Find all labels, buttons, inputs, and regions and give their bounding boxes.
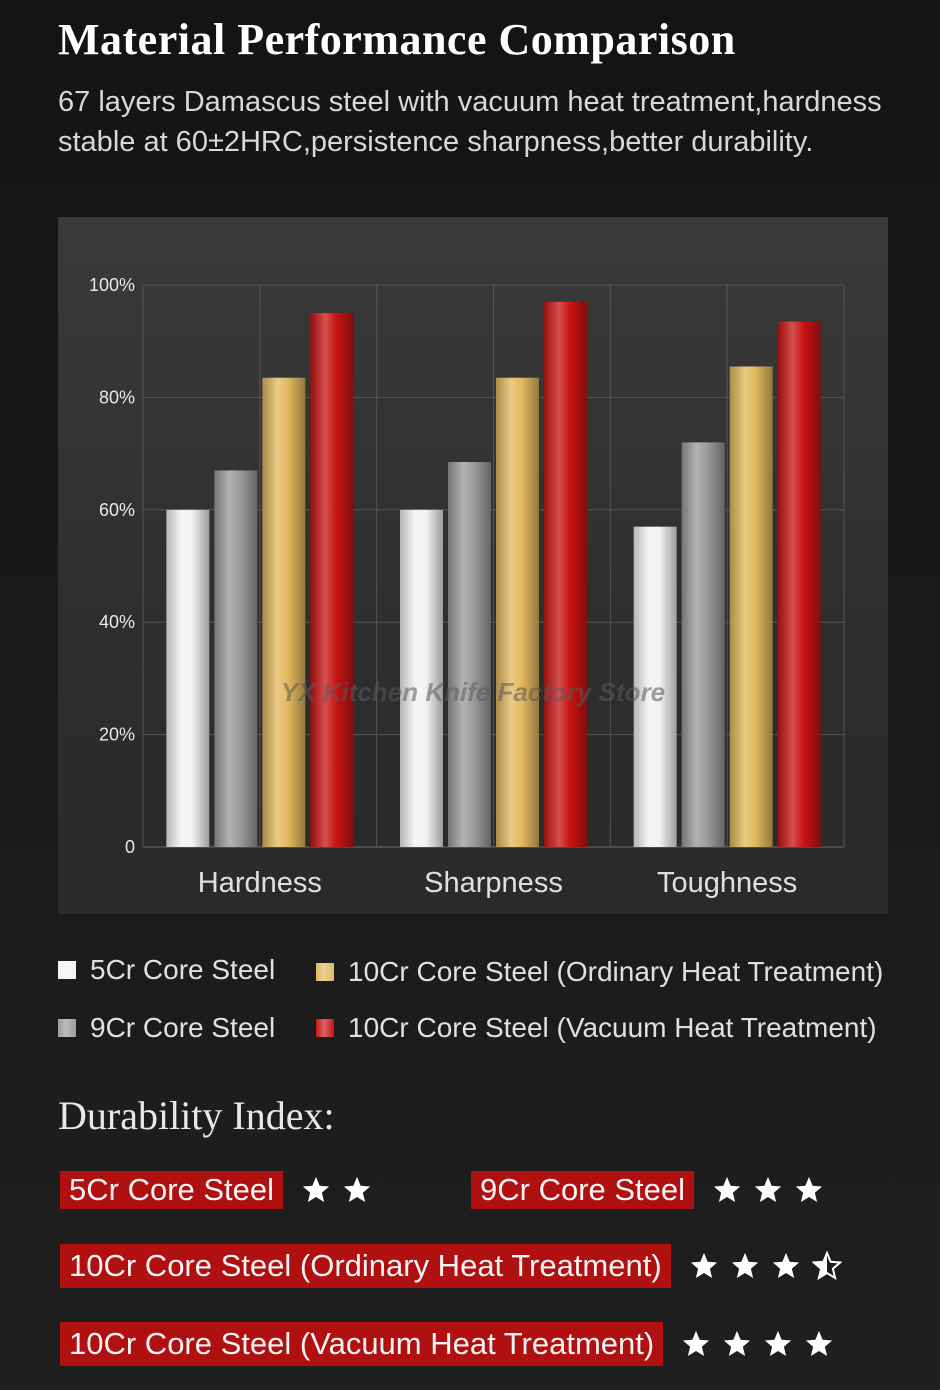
legend-swatch (58, 1019, 76, 1037)
star-rating (681, 1329, 845, 1359)
page-title: Material Performance Comparison (58, 15, 736, 64)
durability-label: 9Cr Core Steel (471, 1171, 695, 1209)
bar-toughness-1 (681, 442, 725, 847)
star-icon (731, 1252, 758, 1278)
bar-toughness-2 (729, 366, 773, 847)
durability-row-10cr-vacuum: 10Cr Core Steel (Vacuum Heat Treatment) (60, 1322, 845, 1366)
legend-item-10cr-ordinary: 10Cr Core Steel (Ordinary Heat Treatment… (316, 956, 883, 988)
star-icon (765, 1330, 792, 1356)
chart-panel: 0 20% 40% 60% 80% 100% Hardness Sharpness Toughn… (58, 217, 888, 914)
bar-toughness-0 (633, 526, 677, 847)
y-tick-label: 60% (99, 500, 135, 520)
legend-swatch (316, 1019, 334, 1037)
bar-hardness-1 (214, 470, 258, 847)
star-icon (343, 1176, 371, 1202)
bar-sharpness-0 (400, 509, 443, 847)
legend-label: 10Cr Core Steel (Vacuum Heat Treatment) (348, 1012, 877, 1043)
star-icon (302, 1176, 330, 1202)
bar-chart: 0 20% 40% 60% 80% 100% Hardness Sharpness Toughn… (89, 275, 845, 899)
legend-label: 10Cr Core Steel (Ordinary Heat Treatment… (348, 956, 884, 987)
bar-hardness-0 (166, 509, 210, 847)
star-icon (795, 1176, 823, 1202)
watermark: YX Kitchen Knife Factory Store (281, 677, 665, 707)
star-icon (683, 1330, 710, 1356)
star-icon (772, 1252, 799, 1278)
page-subtitle: 67 layers Damascus steel with vacuum hea… (58, 82, 908, 162)
x-tick-label: Toughness (657, 867, 797, 899)
durability-row-9cr: 9Cr Core Steel (471, 1171, 835, 1209)
legend-item-10cr-vacuum: 10Cr Core Steel (Vacuum Heat Treatment) (316, 1012, 877, 1044)
durability-label: 10Cr Core Steel (Ordinary Heat Treatment… (60, 1244, 671, 1288)
subtitle-line-1: 67 layers Damascus steel with vacuum hea… (58, 86, 882, 118)
star-rating (301, 1175, 383, 1205)
durability-row-10cr-ordinary: 10Cr Core Steel (Ordinary Heat Treatment… (60, 1244, 853, 1288)
bar-sharpness-1 (448, 462, 491, 847)
durability-label: 10Cr Core Steel (Vacuum Heat Treatment) (60, 1322, 664, 1366)
y-tick-label: 80% (99, 387, 135, 407)
legend-label: 5Cr Core Steel (90, 954, 276, 985)
legend-swatch (316, 963, 334, 981)
star-icon (754, 1176, 782, 1202)
durability-label: 5Cr Core Steel (60, 1171, 284, 1209)
x-tick-label: Hardness (198, 867, 322, 899)
legend-label: 9Cr Core Steel (90, 1012, 276, 1043)
durability-row-5cr: 5Cr Core Steel (60, 1171, 383, 1209)
legend-item-5cr: 5Cr Core Steel (58, 954, 275, 986)
star-icon (724, 1330, 751, 1356)
y-tick-label: 0 (125, 837, 135, 857)
y-tick-label: 40% (99, 612, 135, 632)
y-tick-label: 20% (99, 725, 135, 745)
legend-swatch (58, 961, 76, 979)
bar-sharpness-2 (496, 377, 539, 847)
star-rating (689, 1251, 853, 1281)
durability-title: Durability Index: (58, 1093, 335, 1138)
legend-item-9cr: 9Cr Core Steel (58, 1012, 275, 1044)
star-icon (713, 1176, 741, 1202)
y-tick-label: 100% (89, 275, 135, 295)
x-tick-label: Sharpness (424, 867, 563, 899)
bar-toughness-3 (777, 321, 821, 847)
star-icon (806, 1330, 833, 1356)
star-icon (690, 1252, 717, 1278)
chart-legend: 5Cr Core Steel 10Cr Core Steel (Ordinary… (58, 948, 918, 1068)
subtitle-line-2: stable at 60±2HRC,persistence sharpness,… (58, 126, 814, 158)
half-star-icon (811, 1251, 842, 1281)
bar-hardness-3 (310, 313, 354, 848)
star-rating (712, 1175, 835, 1205)
bar-hardness-2 (262, 377, 306, 847)
bar-sharpness-3 (544, 301, 587, 847)
